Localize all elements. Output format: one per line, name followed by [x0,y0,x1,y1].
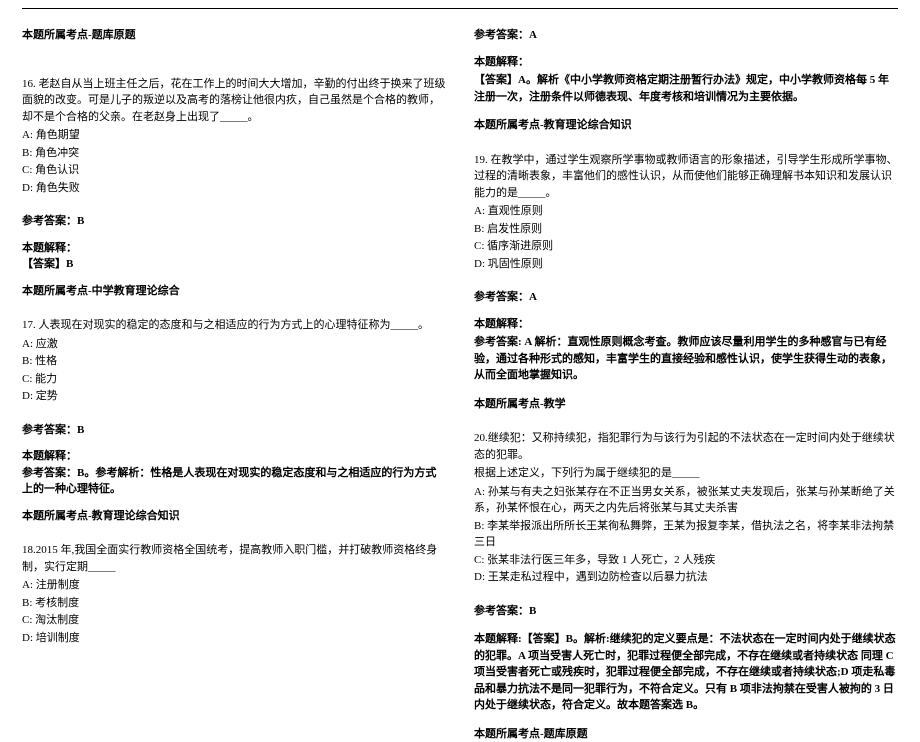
q19-opt-a: A: 直观性原则 [474,203,898,220]
q19-opt-b: B: 启发性原则 [474,221,898,238]
q18-stem: 18.2015 年,我国全面实行教师资格全国统考，提高教师入职门槛，并打破教师资… [22,542,446,575]
q20-opt-d: D: 王某走私过程中，遇到边防检查以后暴力抗法 [474,569,898,586]
q17-opt-d: D: 定势 [22,388,446,405]
q18-explain-body: 【答案】A。解析《中小学教师资格定期注册暂行办法》规定，中小学教师资格每 5 年… [474,72,898,105]
two-column-layout: 本题所属考点-题库原题 16. 老赵自从当上班主任之后，花在工作上的时间大大增加… [22,27,898,742]
q18-opt-c: C: 淘汰制度 [22,612,446,629]
q18-opt-a: A: 注册制度 [22,577,446,594]
q19-explain-body: 参考答案: A 解析：直观性原则概念考查。教师应该尽量利用学生的多种感官与已有经… [474,334,898,384]
q16-opt-a: A: 角色期望 [22,127,446,144]
q20-opt-c: C: 张某非法行医三年多，导致 1 人死亡，2 人残疾 [474,552,898,569]
q19-options: A: 直观性原则 B: 启发性原则 C: 循序渐进原则 D: 巩固性原则 [474,203,898,272]
q17-opt-c: C: 能力 [22,371,446,388]
q20-opt-b: B: 李某举报派出所所长王某徇私舞弊，王某为报复李某，借执法之名，将李某非法拘禁… [474,518,898,551]
q17-opt-a: A: 应激 [22,336,446,353]
q20-explain-body: 本题解释:【答案】B。解析:继续犯的定义要点是：不法状态在一定时间内处于继续状态… [474,631,898,714]
q18-answer: 参考答案：A [474,27,898,44]
q19-explain-label: 本题解释： [474,316,898,333]
q17-explain-body: 参考答案：B。参考解析：性格是人表现在对现实的稳定态度和与之相适应的行为方式上的… [22,465,446,498]
q17-answer: 参考答案：B [22,422,446,439]
document-page: 本题所属考点-题库原题 16. 老赵自从当上班主任之后，花在工作上的时间大大增加… [0,0,920,651]
q19-opt-d: D: 巩固性原则 [474,256,898,273]
q19-topic: 本题所属考点-教学 [474,396,898,413]
q17-topic: 本题所属考点-教育理论综合知识 [22,508,446,525]
q19-stem: 19. 在教学中，通过学生观察所学事物或教师语言的形象描述，引导学生形成所学事物… [474,152,898,202]
right-column: 参考答案：A 本题解释： 【答案】A。解析《中小学教师资格定期注册暂行办法》规定… [474,27,898,742]
q17-opt-b: B: 性格 [22,353,446,370]
q20-stem1: 20.继续犯：又称持续犯，指犯罪行为与该行为引起的不法状态在一定时间内处于继续状… [474,430,898,463]
q20-topic: 本题所属考点-题库原题 [474,726,898,742]
q16-topic: 本题所属考点-中学教育理论综合 [22,283,446,300]
q17-stem: 17. 人表现在对现实的稳定的态度和与之相适应的行为方式上的心理特征称为____… [22,317,446,334]
q16-opt-d: D: 角色失败 [22,180,446,197]
top-rule [22,8,898,9]
q17-explain-label: 本题解释： [22,448,446,465]
q18-options: A: 注册制度 B: 考核制度 C: 淘汰制度 D: 培训制度 [22,577,446,646]
q17-options: A: 应激 B: 性格 C: 能力 D: 定势 [22,336,446,405]
q16-opt-c: C: 角色认识 [22,162,446,179]
prev-topic: 本题所属考点-题库原题 [22,27,446,44]
q19-answer: 参考答案：A [474,289,898,306]
q18-opt-d: D: 培训制度 [22,630,446,647]
left-column: 本题所属考点-题库原题 16. 老赵自从当上班主任之后，花在工作上的时间大大增加… [22,27,446,742]
q18-explain-label: 本题解释： [474,54,898,71]
q20-opt-a: A: 孙某与有夫之妇张某存在不正当男女关系，被张某丈夫发现后，张某与孙某断绝了关… [474,484,898,517]
q16-opt-b: B: 角色冲突 [22,145,446,162]
q20-answer: 参考答案：B [474,603,898,620]
q16-explain-body: 【答案】B [22,256,446,273]
q20-stem2: 根据上述定义，下列行为属于继续犯的是_____ [474,465,898,482]
q16-answer: 参考答案：B [22,213,446,230]
q20-options: A: 孙某与有夫之妇张某存在不正当男女关系，被张某丈夫发现后，张某与孙某断绝了关… [474,484,898,586]
q18-topic: 本题所属考点-教育理论综合知识 [474,117,898,134]
q16-stem: 16. 老赵自从当上班主任之后，花在工作上的时间大大增加，辛勤的付出终于换来了班… [22,76,446,126]
q19-opt-c: C: 循序渐进原则 [474,238,898,255]
q16-options: A: 角色期望 B: 角色冲突 C: 角色认识 D: 角色失败 [22,127,446,196]
q18-opt-b: B: 考核制度 [22,595,446,612]
q16-explain-label: 本题解释： [22,240,446,257]
